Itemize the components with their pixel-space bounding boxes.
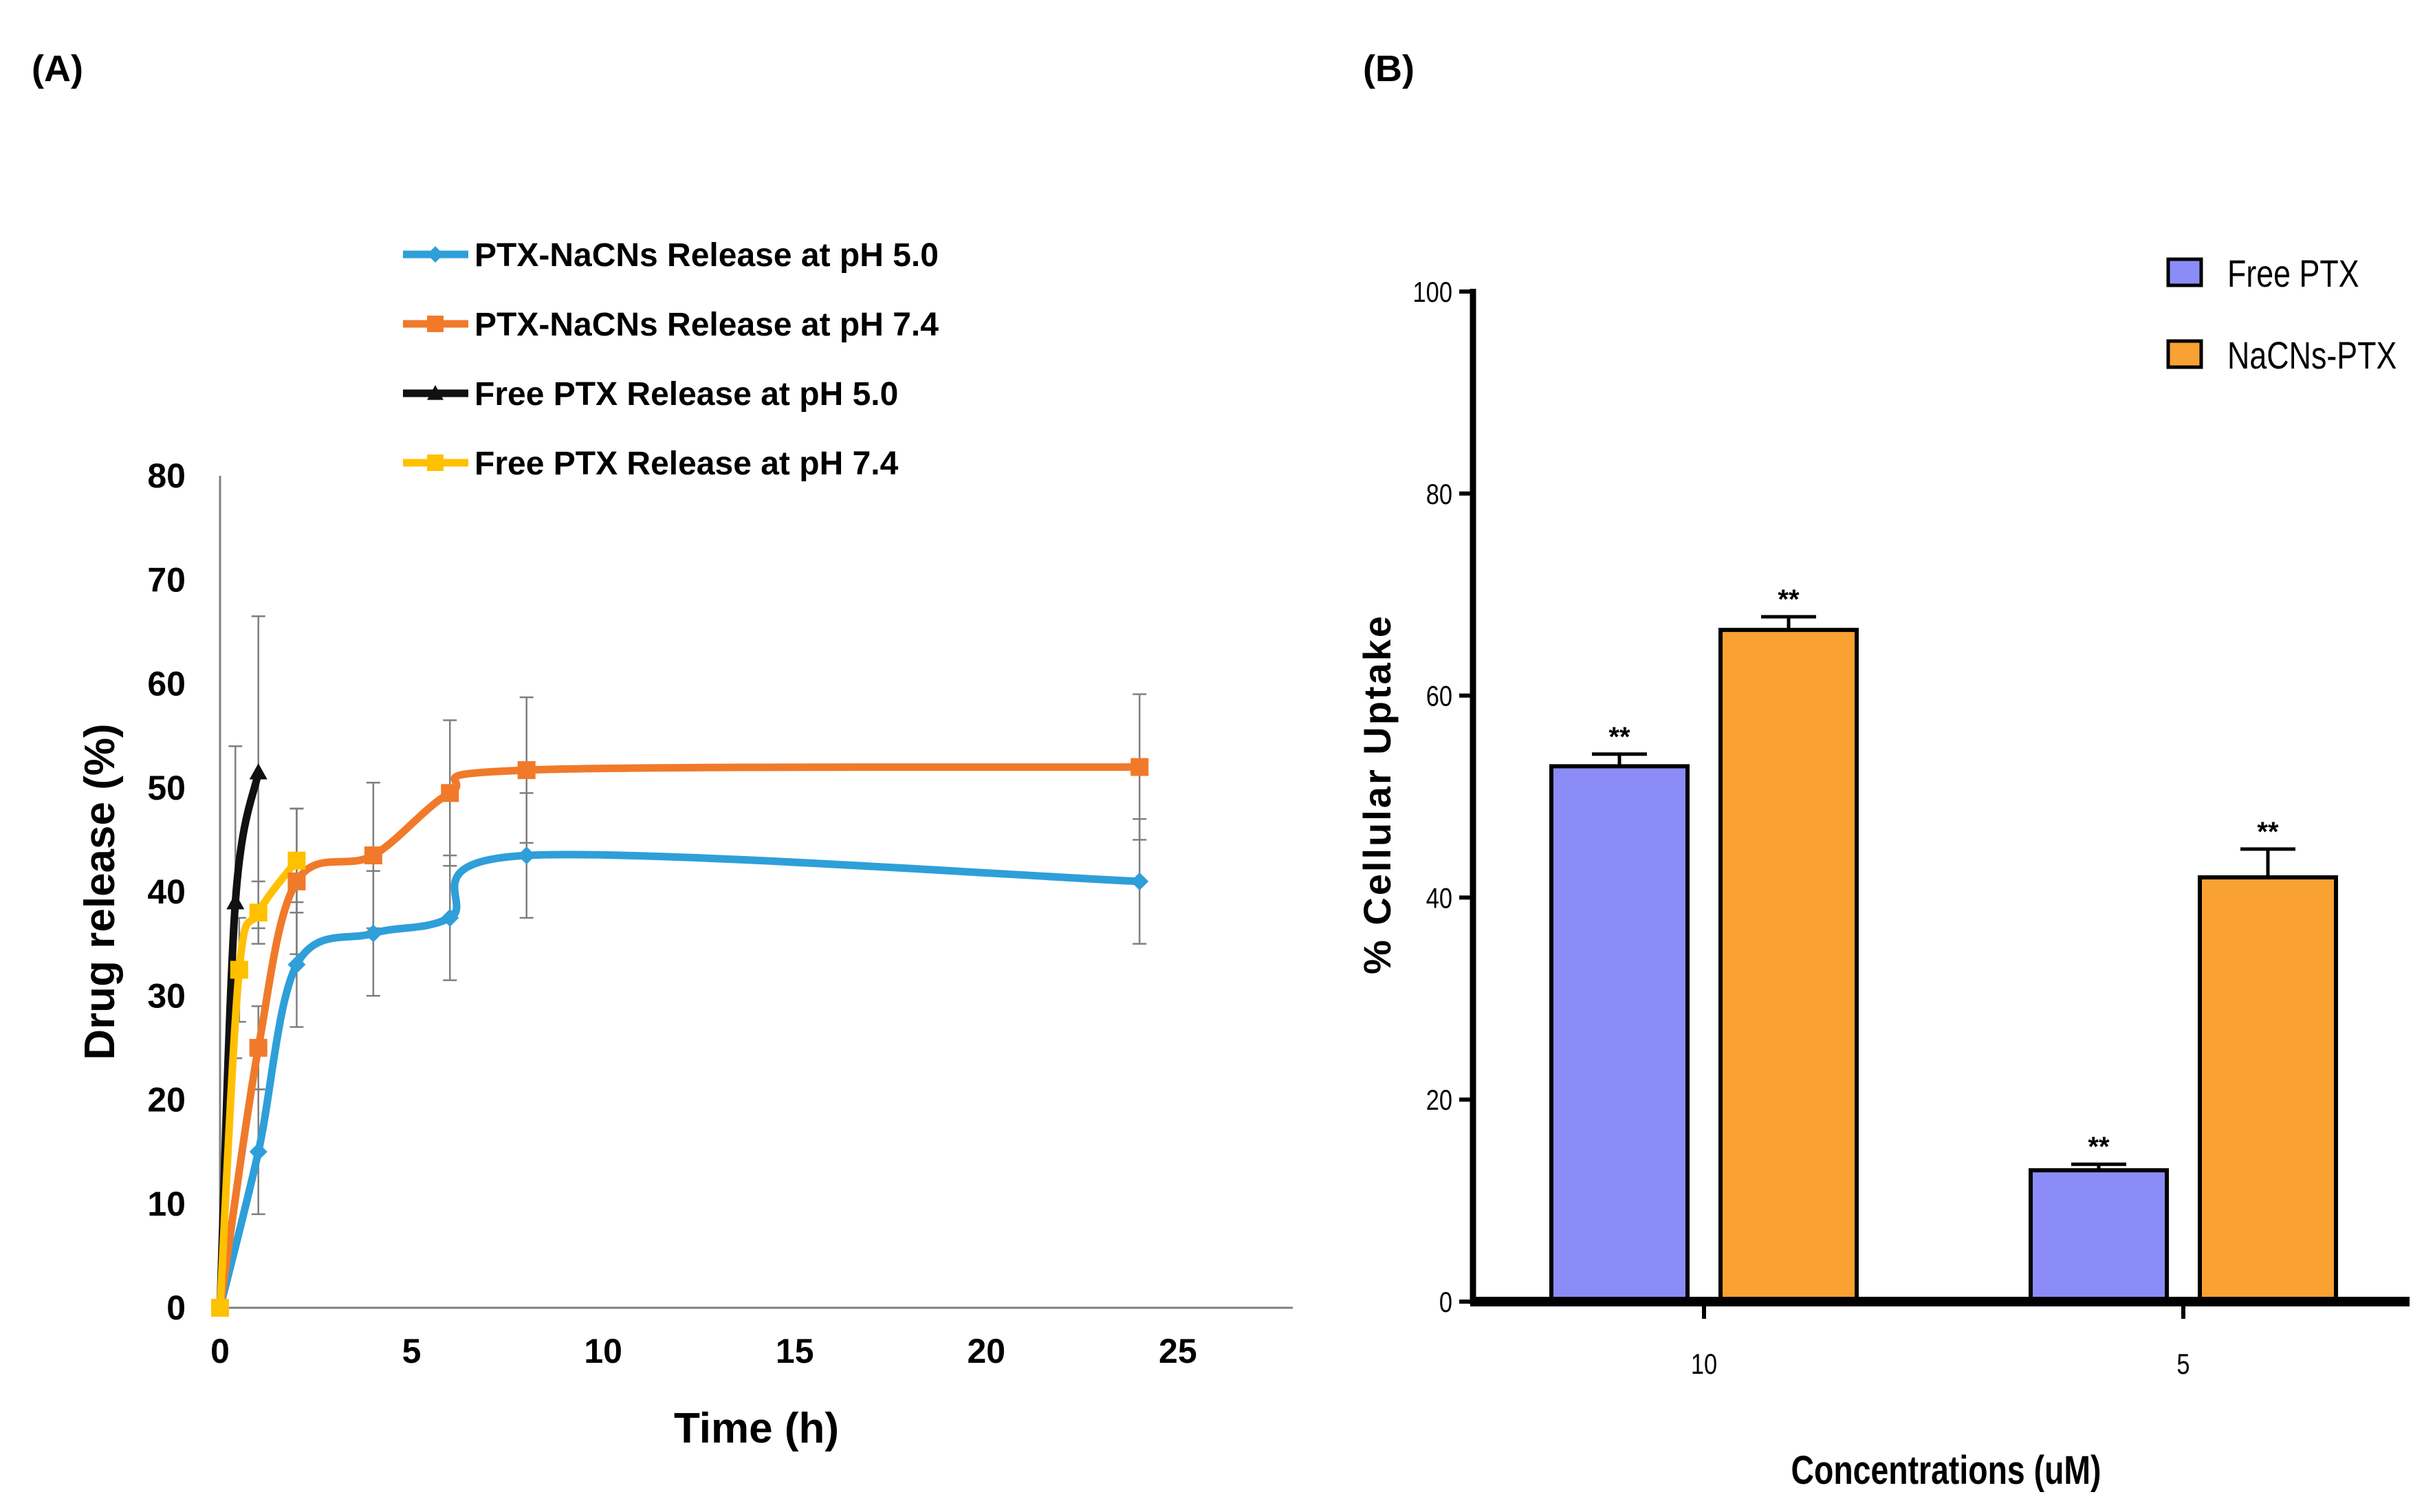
release-series-line xyxy=(216,851,1144,1312)
uptake-significance-mark: ** xyxy=(2088,1132,2110,1162)
release-y-tick-label: 0 xyxy=(166,1289,186,1327)
release-y-tick-label: 60 xyxy=(147,665,186,703)
release-data-point xyxy=(441,784,459,802)
release-y-tick-label: 20 xyxy=(147,1081,186,1119)
release-legend-item: PTX-NaCNs Release at pH 7.4 xyxy=(403,307,939,343)
uptake-y-tick-label: 100 xyxy=(1413,276,1452,309)
uptake-significance-mark: ** xyxy=(1778,584,1800,615)
release-data-point xyxy=(287,872,306,890)
uptake-legend: Free PTX NaCNs-PTX xyxy=(2166,252,2396,377)
release-x-tick-label: 0 xyxy=(210,1332,230,1370)
panel-b-label: (B) xyxy=(1363,48,1415,89)
release-line-chart: 0 5 10 15 20 25 0 10 20 30 40 50 60 70 80 Time (h) Dr… xyxy=(76,237,1293,1452)
uptake-error-bars xyxy=(1592,615,2295,1171)
uptake-y-axis-label: % Cellular Uptake xyxy=(1355,614,1399,974)
uptake-significance-marks: ** ** ** ** xyxy=(1608,584,2279,1162)
release-chart-axes xyxy=(219,476,1293,1309)
release-data-point xyxy=(211,1299,229,1317)
release-legend-label: PTX-NaCNs Release at pH 7.4 xyxy=(474,307,939,343)
uptake-legend-label: Free PTX xyxy=(2227,252,2359,295)
uptake-error-bar xyxy=(1761,615,1816,631)
release-y-tick-label: 40 xyxy=(147,873,186,911)
uptake-y-tick-label: 80 xyxy=(1426,479,1452,511)
uptake-y-tick-label: 60 xyxy=(1426,680,1452,712)
release-x-tick-labels: 0 5 10 15 20 25 xyxy=(210,1332,1197,1370)
uptake-y-tick-label: 40 xyxy=(1426,882,1452,914)
release-data-point xyxy=(364,924,382,943)
release-legend-item: Free PTX Release at pH 5.0 xyxy=(403,376,898,413)
uptake-bar xyxy=(1549,764,1690,1304)
release-x-tick-label: 15 xyxy=(776,1332,814,1370)
release-x-tick-label: 5 xyxy=(402,1332,422,1370)
release-y-tick-label: 30 xyxy=(147,976,186,1015)
uptake-significance-mark: ** xyxy=(1608,722,1630,752)
release-data-point xyxy=(441,908,459,927)
uptake-y-ticks: 0 20 40 60 80 100 xyxy=(1413,276,1473,1319)
release-series-markers xyxy=(211,758,1149,1317)
release-y-tick-labels: 0 10 20 30 40 50 60 70 80 xyxy=(147,457,186,1327)
uptake-legend-swatch xyxy=(2166,339,2203,369)
release-data-point xyxy=(287,955,306,974)
release-y-tick-label: 10 xyxy=(147,1185,186,1223)
release-data-point xyxy=(249,763,267,780)
uptake-legend-item: Free PTX xyxy=(2166,252,2359,295)
uptake-x-axis-label: Concentrations (uM) xyxy=(1791,1448,2101,1493)
uptake-y-tick-label: 20 xyxy=(1426,1084,1452,1117)
release-y-axis-label: Drug release (%) xyxy=(76,723,124,1060)
release-x-tick-label: 10 xyxy=(584,1332,622,1370)
release-legend-item: PTX-NaCNs Release at pH 5.0 xyxy=(403,237,939,274)
uptake-significance-mark: ** xyxy=(2257,817,2279,847)
release-data-point xyxy=(249,903,267,922)
release-legend-label: Free PTX Release at pH 5.0 xyxy=(474,376,898,413)
release-data-point xyxy=(1131,758,1149,776)
release-data-point xyxy=(517,761,536,780)
uptake-error-bar xyxy=(2240,847,2295,878)
release-series-lines xyxy=(216,763,1144,1312)
uptake-error-bar xyxy=(1592,752,1647,767)
release-data-point xyxy=(517,846,536,865)
uptake-bar xyxy=(2029,1168,2169,1304)
release-data-point xyxy=(249,1143,267,1161)
release-data-point xyxy=(249,1038,267,1057)
release-series-line xyxy=(216,763,1144,1312)
uptake-bar xyxy=(1718,628,1859,1304)
release-legend-label: Free PTX Release at pH 7.4 xyxy=(474,446,899,482)
uptake-x-tick-label: 5 xyxy=(2176,1348,2190,1381)
release-error-bars xyxy=(228,615,1147,1216)
release-y-tick-label: 50 xyxy=(147,769,186,807)
release-legend: PTX-NaCNs Release at pH 5.0 PTX-NaCNs Rel… xyxy=(403,237,939,482)
release-data-point xyxy=(287,851,306,870)
release-legend-label: PTX-NaCNs Release at pH 5.0 xyxy=(474,237,939,274)
panel-a-label: (A) xyxy=(32,48,83,89)
release-data-point xyxy=(226,893,245,910)
release-data-point xyxy=(230,961,248,979)
uptake-legend-item: NaCNs-PTX xyxy=(2166,333,2396,377)
release-x-tick-label: 20 xyxy=(967,1332,1005,1370)
uptake-error-bar xyxy=(2071,1162,2126,1171)
release-x-axis-label: Time (h) xyxy=(674,1405,839,1452)
uptake-x-ticks: 10 5 xyxy=(1691,1302,2190,1381)
release-y-tick-label: 80 xyxy=(147,457,186,495)
uptake-legend-label: NaCNs-PTX xyxy=(2227,333,2396,377)
uptake-y-tick-label: 0 xyxy=(1439,1286,1452,1319)
release-data-point xyxy=(1131,872,1149,890)
uptake-bar xyxy=(2198,875,2338,1304)
release-x-tick-label: 25 xyxy=(1159,1332,1197,1370)
uptake-bars xyxy=(1549,628,2338,1304)
release-y-tick-label: 70 xyxy=(147,560,186,599)
uptake-legend-swatch xyxy=(2166,257,2203,287)
uptake-x-tick-label: 10 xyxy=(1691,1348,1717,1381)
uptake-bar-chart: ** ** ** ** 0 20 40 60 80 100 10 5 % Cellular Upt… xyxy=(1355,252,2410,1493)
release-legend-item: Free PTX Release at pH 7.4 xyxy=(403,446,899,482)
release-data-point xyxy=(364,846,382,865)
